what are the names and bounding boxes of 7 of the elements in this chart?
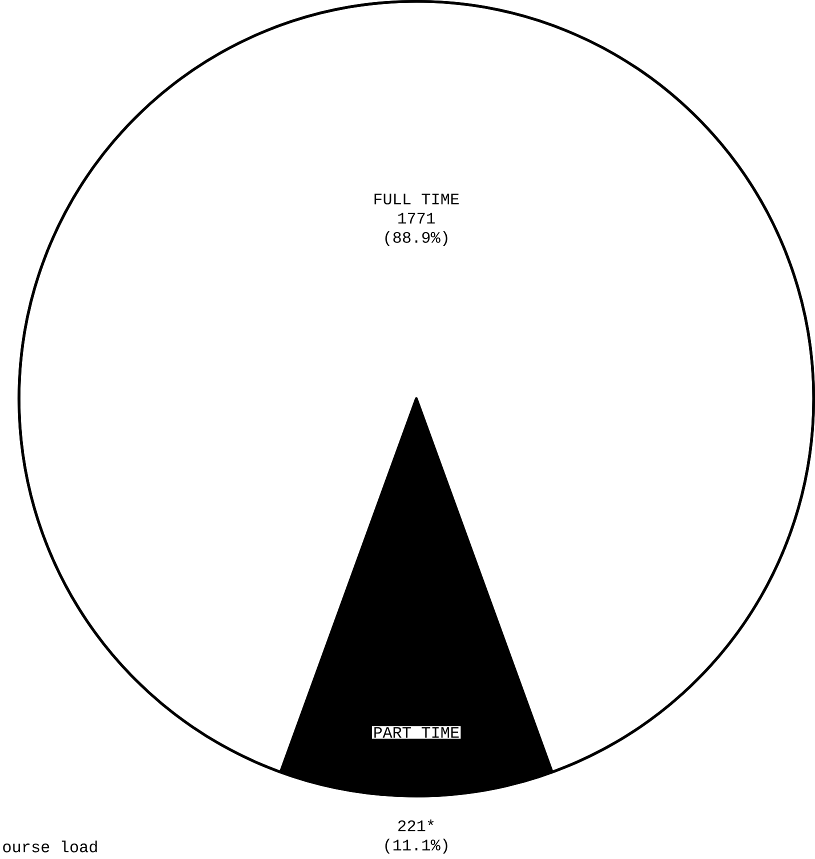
text: ourse load — [3, 840, 97, 852]
slice-label: PART TIME — [374, 727, 459, 738]
text: (88.9%) — [385, 231, 448, 246]
text: (11.1%) — [385, 838, 448, 854]
slice-label: FULL TIME — [374, 194, 459, 204]
data-label: 221* — [398, 820, 434, 832]
data-label: 1771 — [398, 212, 435, 224]
